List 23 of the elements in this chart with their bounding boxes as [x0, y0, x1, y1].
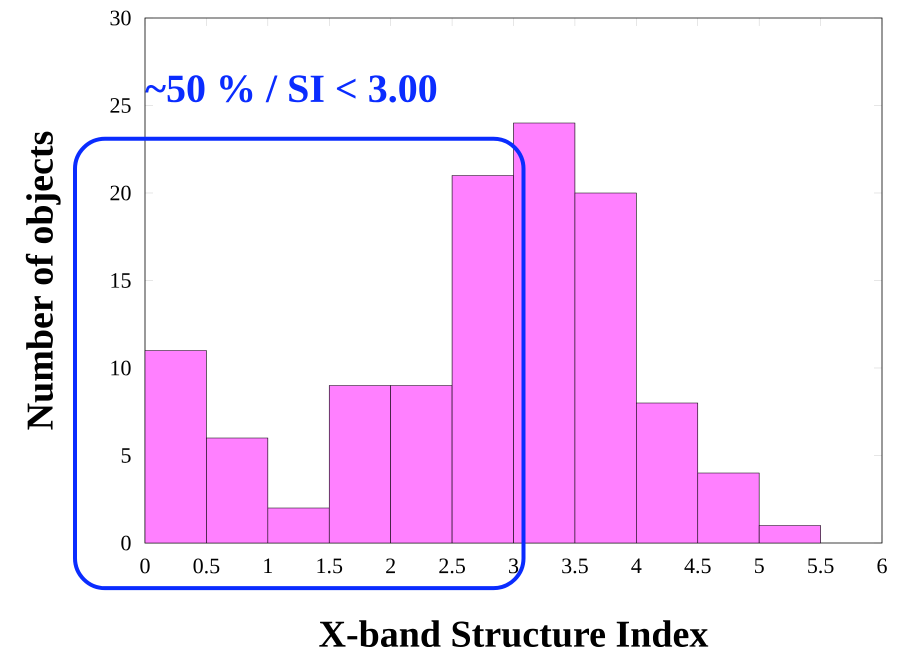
x-tick-label: 3.5 [562, 558, 588, 574]
y-axis-title: Number of objects [26, 132, 61, 430]
y-tick-label: 30 [110, 10, 131, 26]
x-tick-label: 6 [877, 558, 887, 574]
y-tick-label: 15 [111, 273, 131, 288]
y-tick-label: 5 [122, 448, 131, 463]
x-tick-label: 5.5 [808, 558, 834, 574]
x-tick-label: 0 [140, 558, 150, 574]
y-tick-label: 0 [121, 536, 131, 550]
x-tick-label: 1.5 [317, 558, 342, 574]
x-tick-label: 5 [754, 558, 764, 574]
x-tick-label: 0.5 [194, 558, 220, 574]
y-tick-label: 20 [110, 186, 131, 200]
y-tick-label: 10 [111, 360, 131, 376]
x-tick-label: 2 [386, 558, 395, 574]
annotation: ~50 % / SI < 3.00 [146, 75, 436, 102]
x-tick-label: 1 [264, 558, 272, 574]
x-tick-label: 2.5 [439, 558, 465, 574]
x-tick-label: 4.5 [684, 558, 711, 574]
x-axis-title: X-band Structure Index [319, 620, 708, 648]
x-tick-label: 4 [631, 558, 642, 573]
y-tick-label: 25 [110, 98, 131, 113]
x-tick-label: 3 [509, 558, 518, 574]
